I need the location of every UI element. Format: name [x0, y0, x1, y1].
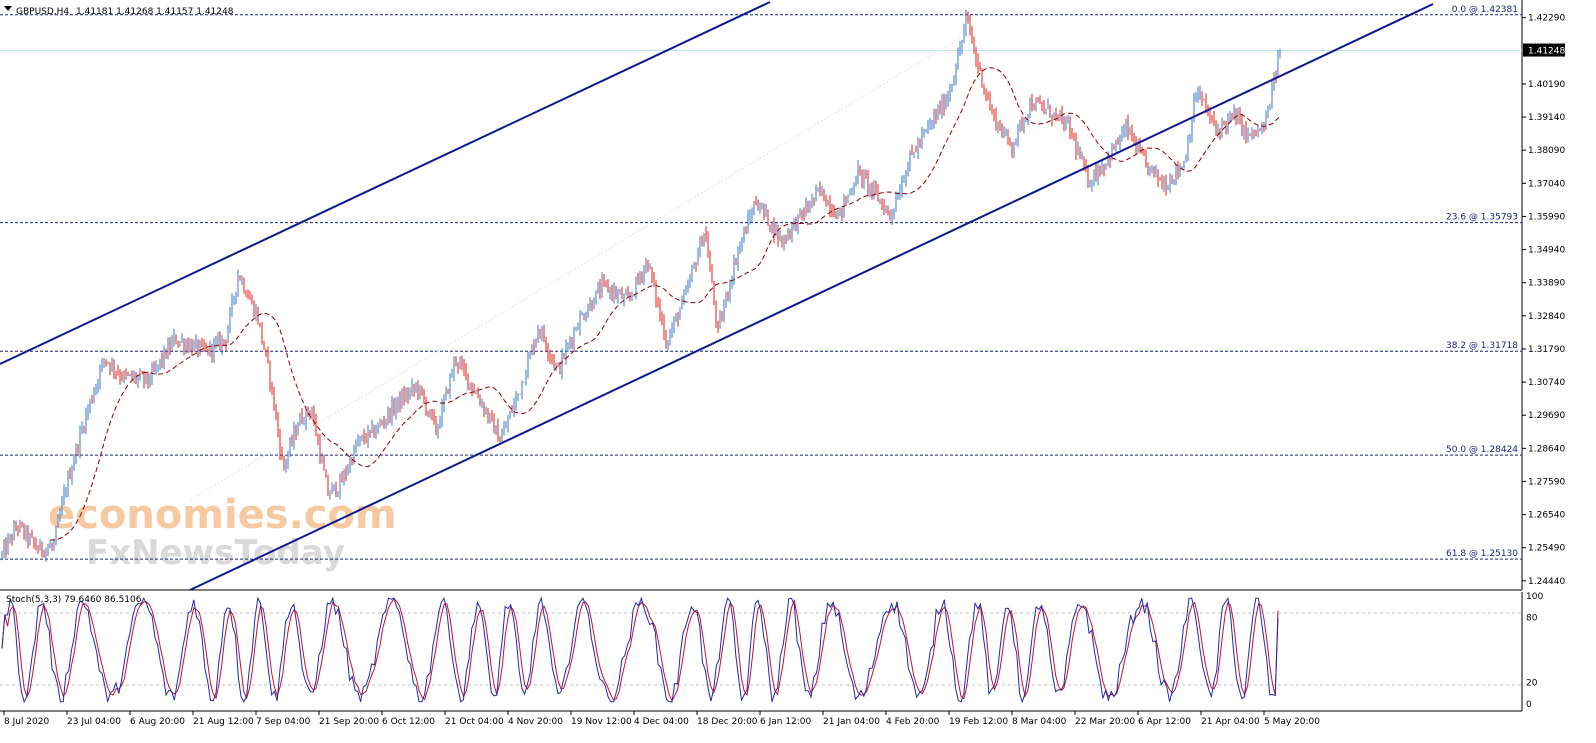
time-tick-label-3: 21 Aug 12:00	[193, 717, 254, 727]
watermark: economies.com FxNewsToday	[48, 492, 397, 573]
price-tick-label-15: 1.25490	[1528, 544, 1565, 554]
moving-average-line	[49, 67, 1281, 541]
price-tick-label-0: 1.42290	[1528, 14, 1565, 24]
time-tick-label-8: 4 Nov 20:00	[508, 717, 563, 727]
time-tick-label-4: 7 Sep 04:00	[256, 717, 311, 727]
time-tick-label-11: 18 Dec 20:00	[697, 717, 758, 727]
fibonacci-levels: 0.0 @ 1.42381 23.6 @ 1.35793 38.2 @ 1.3171…	[0, 5, 1522, 560]
ohlc-values: 1.41181 1.41268 1.41157 1.41248	[76, 7, 234, 17]
stoch-label: Stoch(5,3,3) 79.6460 86.5106	[6, 595, 142, 605]
time-tick-label-12: 6 Jan 12:00	[760, 717, 812, 727]
price-tick-label-9: 1.31790	[1528, 345, 1565, 355]
time-tick-label-13: 21 Jan 04:00	[823, 717, 880, 727]
stochastic-panel[interactable]: Stoch(5,3,3) 79.6460 86.5106 100 80 20 0	[0, 592, 1543, 711]
time-tick-label-6: 6 Oct 12:00	[382, 717, 435, 727]
current-price-tag-text: 1.41248	[1528, 47, 1565, 57]
time-tick-label-14: 4 Feb 20:00	[886, 717, 940, 727]
trend-channel[interactable]	[0, 1, 1434, 591]
time-tick-label-7: 21 Oct 04:00	[445, 717, 504, 727]
current-price-tag-box	[1523, 43, 1565, 57]
current-price-tag: 1.41248	[1523, 43, 1565, 57]
watermark-line2: FxNewsToday	[86, 533, 345, 573]
price-tick-label-16: 1.24440	[1528, 577, 1565, 587]
price-tick-label-4: 1.37040	[1528, 179, 1565, 189]
time-axis[interactable]: 8 Jul 2020 23 Jul 04:00 6 Aug 20:00 21 Aug …	[3, 711, 1320, 727]
time-tick-label-18: 6 Apr 12:00	[1138, 717, 1191, 727]
time-tick-label-1: 23 Jul 04:00	[67, 717, 121, 727]
stoch-tick-label-3: 0	[1526, 700, 1532, 710]
watermark-line1: economies.com	[48, 492, 397, 538]
price-tick-label-2: 1.39140	[1528, 113, 1565, 123]
time-tick-label-17: 22 Mar 20:00	[1075, 717, 1135, 727]
time-tick-label-20: 5 May 20:00	[1264, 717, 1320, 727]
time-tick-label-19: 21 Apr 04:00	[1201, 717, 1260, 727]
price-tick-label-10: 1.30740	[1528, 378, 1565, 388]
fib-label-4: 61.8 @ 1.25130	[1446, 549, 1518, 559]
time-tick-label-2: 6 Aug 20:00	[130, 717, 185, 727]
time-tick-label-15: 19 Feb 12:00	[949, 717, 1008, 727]
stoch-main-line	[1, 596, 1279, 704]
time-tick-label-16: 8 Mar 04:00	[1012, 717, 1067, 727]
stoch-tick-label-0: 100	[1526, 592, 1543, 602]
price-tick-label-13: 1.27590	[1528, 477, 1565, 487]
channel-upper-line[interactable]	[0, 1, 771, 365]
fib-label-2: 38.2 @ 1.31718	[1446, 341, 1518, 351]
price-tick-label-6: 1.34940	[1528, 246, 1565, 256]
symbol-label: GBPUSD,H4	[16, 7, 69, 17]
time-tick-label-0: 8 Jul 2020	[4, 717, 49, 727]
price-candles	[1, 9, 1281, 562]
stoch-tick-label-1: 80	[1526, 614, 1538, 624]
fib-label-1: 23.6 @ 1.35793	[1446, 213, 1518, 223]
channel-lower-line[interactable]	[189, 3, 1434, 591]
price-axis[interactable]: 1.42290 1.40190 1.39140 1.38090 1.37040 1.359…	[1522, 14, 1565, 587]
price-tick-label-12: 1.28640	[1528, 444, 1565, 454]
time-tick-label-10: 4 Dec 04:00	[634, 717, 689, 727]
chevron-down-icon[interactable]	[4, 6, 12, 11]
stoch-axis: 100 80 20 0	[1526, 592, 1543, 710]
price-tick-label-7: 1.33890	[1528, 279, 1565, 289]
time-tick-label-9: 19 Nov 12:00	[571, 717, 632, 727]
price-tick-label-11: 1.29690	[1528, 411, 1565, 421]
main-plot[interactable]: economies.com FxNewsToday 0.0 @ 1.42381 2…	[0, 0, 1523, 712]
price-tick-label-1: 1.40190	[1528, 80, 1565, 90]
stoch-tick-label-2: 20	[1526, 678, 1538, 688]
time-tick-label-5: 21 Sep 20:00	[319, 717, 379, 727]
price-tick-label-3: 1.38090	[1528, 146, 1565, 156]
diagonal-guide-line	[189, 37, 961, 501]
fib-label-0: 0.0 @ 1.42381	[1452, 5, 1518, 15]
price-tick-label-14: 1.26540	[1528, 511, 1565, 521]
chart-header: GBPUSD,H4 1.41181 1.41268 1.41157 1.4124…	[4, 6, 234, 17]
fib-label-3: 50.0 @ 1.28424	[1446, 445, 1518, 455]
price-tick-label-5: 1.35990	[1528, 212, 1565, 222]
price-tick-label-8: 1.32840	[1528, 312, 1565, 322]
